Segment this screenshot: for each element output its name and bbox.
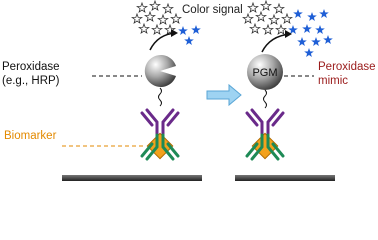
left-panel: Color signal Peroxidase (e.g., HRP) Biom… bbox=[2, 0, 243, 181]
diagram: Color signal Peroxidase (e.g., HRP) Biom… bbox=[2, 0, 376, 181]
linker bbox=[263, 89, 267, 109]
product-stars bbox=[288, 9, 333, 57]
target-label: Biomarker bbox=[4, 130, 57, 142]
product-stars bbox=[178, 25, 201, 45]
detection-antibody bbox=[140, 108, 180, 136]
substrate-stars bbox=[242, 0, 293, 35]
surface bbox=[62, 175, 202, 181]
hrp-enzyme bbox=[144, 54, 176, 87]
reaction-arrowhead bbox=[171, 29, 178, 37]
substrate-stars bbox=[131, 0, 182, 35]
linker bbox=[158, 87, 162, 107]
transition-arrow bbox=[206, 83, 242, 107]
detection-antibody bbox=[245, 108, 285, 136]
enzyme-label: Peroxidase bbox=[2, 61, 60, 73]
pgm-particle bbox=[247, 54, 283, 90]
signal-label: Color signal bbox=[182, 4, 243, 16]
right-panel: PGM Peroxidase mimic bbox=[235, 0, 376, 181]
enzyme-label: mimic bbox=[318, 75, 348, 87]
enzyme-label: Peroxidase bbox=[318, 61, 376, 73]
particle-label: PGM bbox=[252, 67, 277, 79]
surface bbox=[235, 175, 335, 181]
enzyme-label: (e.g., HRP) bbox=[2, 75, 60, 87]
reaction-arrowhead bbox=[285, 30, 292, 38]
